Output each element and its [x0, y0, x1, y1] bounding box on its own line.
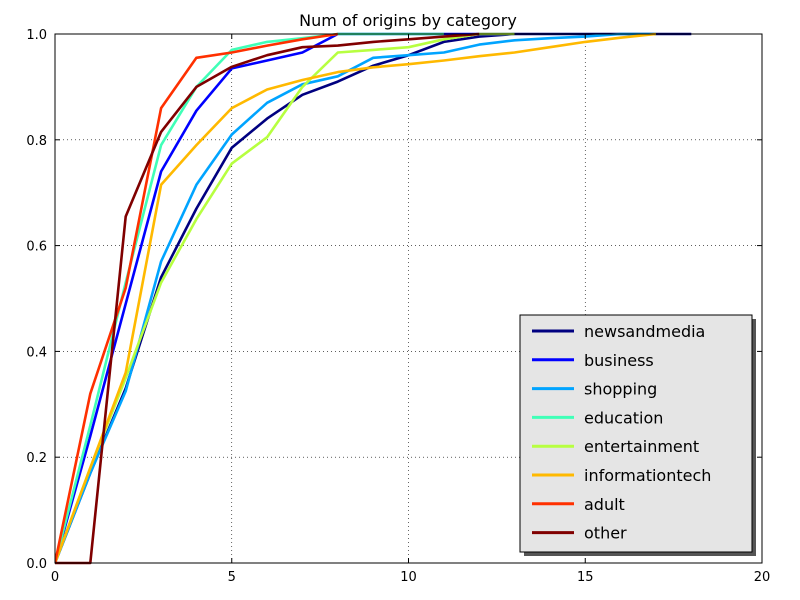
- legend-label: informationtech: [584, 466, 711, 485]
- series-line-adult: [55, 32, 338, 564]
- legend-label: education: [584, 408, 663, 427]
- legend-label: other: [584, 524, 627, 543]
- legend-label: adult: [584, 495, 625, 514]
- legend: newsandmedia business shopping education ent…: [519, 314, 756, 556]
- series-line-other: [55, 32, 480, 565]
- legend-label: shopping: [584, 380, 657, 399]
- y-tick-label: 0.0: [26, 557, 47, 572]
- legend-label: business: [584, 351, 654, 370]
- y-tick-label: 0.6: [26, 240, 47, 255]
- legend-box: [519, 314, 753, 553]
- y-tick-label: 0.2: [26, 451, 47, 466]
- y-tick-label: 1.0: [26, 28, 47, 43]
- legend-label: newsandmedia: [584, 322, 705, 341]
- series-line-shopping: [55, 32, 656, 564]
- chart-title: Num of origins by category: [299, 11, 517, 30]
- x-tick-label: 10: [400, 570, 417, 585]
- x-tick-label: 20: [754, 570, 771, 585]
- series-line-entertainment: [55, 32, 515, 564]
- y-tick-label: 0.4: [26, 345, 47, 360]
- series-line-informationtech: [55, 32, 657, 564]
- y-tick-label: 0.8: [26, 134, 47, 149]
- x-tick-label: 15: [577, 570, 594, 585]
- axis-ticks: 0.0 0.2 0.4 0.6 0.8 1.0 0 5 10 15 20: [26, 28, 770, 585]
- x-tick-label: 0: [51, 570, 59, 585]
- x-tick-label: 5: [228, 570, 236, 585]
- legend-label: entertainment: [584, 437, 699, 456]
